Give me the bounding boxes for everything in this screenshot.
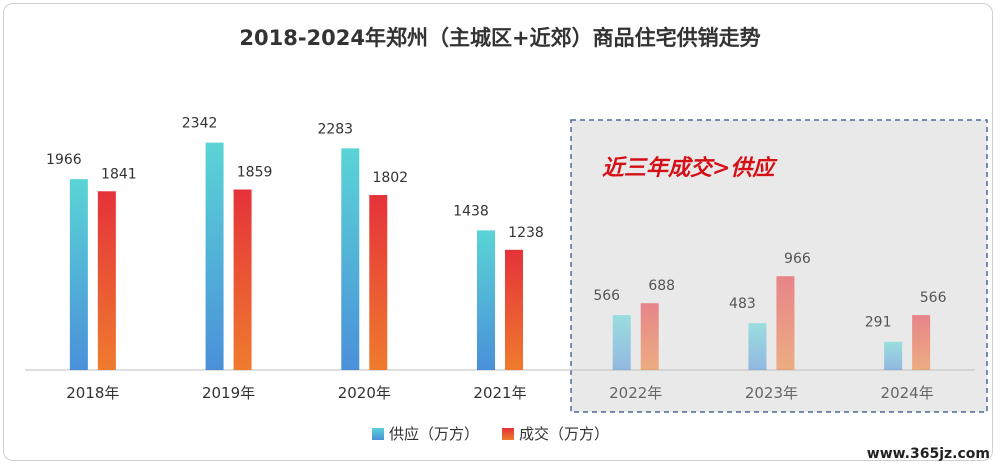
x-tick-0: 2018年 [66,384,119,402]
label-deal-4: 688 [648,278,675,294]
bar-supply-1 [205,142,224,370]
legend-swatch-deal [502,428,514,440]
bar-deal-5 [776,276,795,370]
bar-supply-3 [477,230,495,370]
bar-deal-3 [505,249,523,370]
label-deal-1: 1859 [237,165,273,181]
label-deal-6: 566 [920,290,947,306]
watermark-text: www.365jz.com [867,446,990,462]
legend-label-deal: 成交（万方） [519,425,609,443]
legend-swatch-supply [372,428,384,440]
label-supply-4: 566 [593,288,620,304]
bar-supply-0 [69,179,88,370]
label-supply-6: 291 [865,315,892,331]
highlight-callout: 近三年成交>供应 [602,155,778,181]
label-supply-0: 1966 [46,152,82,168]
bar-deal-1 [233,189,252,370]
label-deal-2: 1802 [372,170,408,186]
x-tick-4: 2022年 [609,384,662,402]
chart-title: 2018-2024年郑州（主城区+近郊）商品住宅供销走势 [239,26,760,50]
x-tick-6: 2024年 [881,384,934,402]
label-supply-2: 2283 [317,121,353,137]
bar-deal-0 [97,191,116,370]
x-tick-1: 2019年 [202,384,255,402]
bar-supply-5 [748,323,767,370]
label-supply-3: 1438 [453,203,489,219]
legend-label-supply: 供应（万方） [389,425,479,443]
bar-supply-2 [341,148,360,370]
bar-supply-4 [612,315,631,370]
label-supply-5: 483 [729,296,756,312]
label-supply-1: 2342 [182,116,218,132]
bar-deal-6 [912,315,931,370]
x-tick-5: 2023年 [745,384,798,402]
x-tick-2: 2020年 [338,384,391,402]
bar-deal-4 [640,303,659,370]
label-deal-3: 1238 [508,225,544,241]
x-tick-3: 2021年 [473,384,526,402]
label-deal-0: 1841 [101,166,137,182]
x-tick-labels-group: 2018年 2019年 2020年 2021年 2022年 2023年 2024年 [66,384,933,402]
legend: 供应（万方） 成交（万方） [372,425,609,443]
bars-group [69,142,931,370]
bar-supply-6 [884,341,903,370]
bar-deal-2 [369,195,388,370]
value-labels-group: 1966 1841 2342 1859 2283 1802 1438 1238 566 688 48… [46,116,947,331]
label-deal-5: 966 [784,251,811,267]
